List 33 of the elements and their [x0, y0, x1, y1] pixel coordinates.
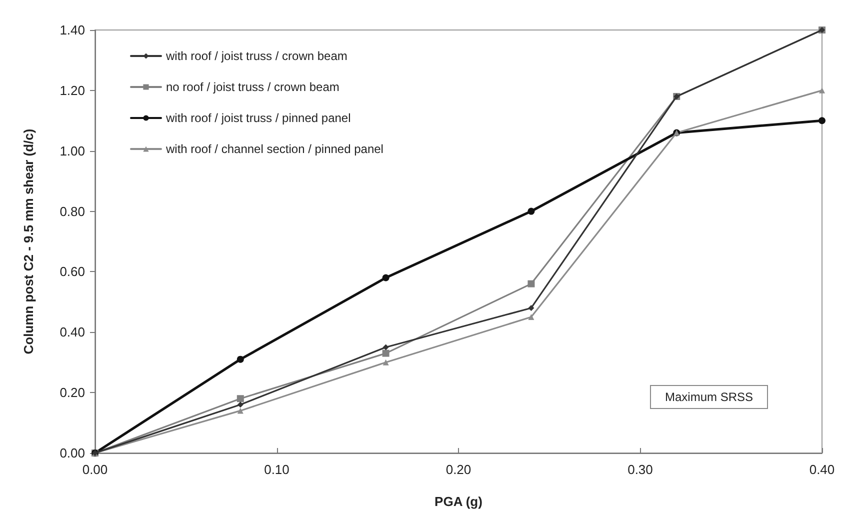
legend-label: with roof / channel section / pinned panel: [165, 142, 384, 156]
y-tick-label: 0.40: [60, 324, 85, 340]
point: [382, 359, 389, 366]
y-tick-label: 1.40: [60, 22, 85, 38]
point: [528, 314, 534, 320]
legend-label: no roof / joist truss / crown beam: [166, 80, 340, 94]
y-tick-label: 0.00: [60, 446, 85, 460]
legend-label: with roof / joist truss / crown beam: [165, 49, 348, 63]
legend-label: with roof / joist truss / pinned panel: [165, 111, 351, 125]
point: [236, 356, 244, 363]
point: [237, 402, 244, 408]
x-tick-label: 0.00: [82, 462, 108, 477]
point: [237, 408, 244, 414]
point: [382, 344, 389, 350]
y-tick-label: 0.80: [60, 204, 85, 219]
point: [236, 395, 244, 402]
point: [528, 208, 535, 215]
annotation: Maximum SRSS: [664, 390, 753, 404]
y-tick-label: 1.20: [60, 82, 85, 98]
y-axis-title: Column post C2 - 9.5 mm shear (d/c): [21, 128, 36, 354]
point: [382, 274, 390, 282]
y-tick-label: 0.60: [60, 264, 85, 280]
y-tick-label: 0.20: [60, 385, 85, 400]
point: [528, 280, 535, 288]
point: [818, 117, 826, 124]
x-tick-label: 0.40: [809, 462, 835, 477]
x-axis-title: PGA (g): [434, 494, 482, 509]
y-tick-label: 1.00: [60, 143, 85, 158]
x-tick-label: 0.20: [446, 462, 472, 477]
point: [528, 304, 534, 311]
point: [382, 350, 390, 357]
x-tick-label: 0.30: [628, 462, 653, 477]
x-tick-label: 0.10: [264, 462, 290, 477]
